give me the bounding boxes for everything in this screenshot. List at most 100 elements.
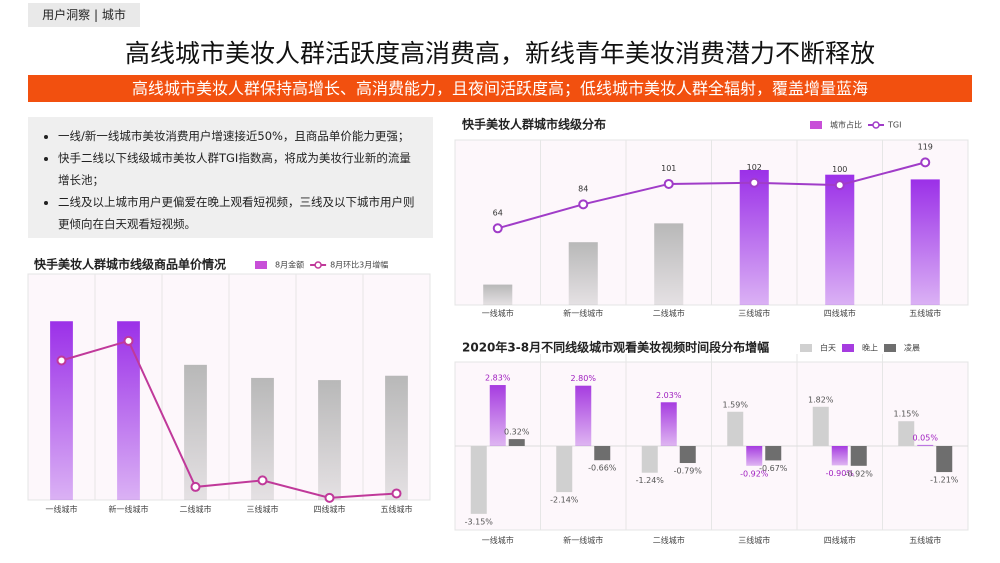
x-tick-label: 二线城市 bbox=[653, 535, 685, 545]
line-point bbox=[190, 481, 201, 492]
x-tick-label: 三线城市 bbox=[738, 308, 770, 318]
line-point bbox=[391, 488, 402, 499]
value-label: -2.14% bbox=[550, 496, 579, 505]
value-label: 100 bbox=[832, 165, 847, 174]
line-point bbox=[578, 199, 589, 210]
legend-swatch bbox=[810, 121, 822, 129]
bullet: 快手二线以下线级城市美妆人群TGI指数高，将成为美妆行业新的流量增长池； bbox=[58, 147, 421, 191]
x-tick-label: 新一线城市 bbox=[563, 535, 603, 545]
legend-label: 晚上 bbox=[862, 343, 878, 353]
bar bbox=[489, 385, 506, 446]
value-label: 2.80% bbox=[571, 374, 597, 383]
line bbox=[61, 339, 397, 499]
bar bbox=[470, 446, 487, 514]
bar bbox=[739, 169, 769, 305]
x-tick-label: 五线城市 bbox=[909, 308, 941, 318]
line-point bbox=[324, 492, 335, 503]
page-title: 高线城市美妆人群活跃度高消费高，新线青年美妆消费潜力不断释放 bbox=[124, 39, 875, 68]
bar bbox=[917, 444, 934, 446]
bar bbox=[641, 446, 658, 473]
value-label: -0.92% bbox=[845, 469, 874, 478]
bar bbox=[117, 321, 140, 500]
bar bbox=[825, 174, 855, 305]
value-label: 2.83% bbox=[485, 374, 511, 383]
x-tick-label: 四线城市 bbox=[314, 504, 346, 514]
bar bbox=[594, 446, 611, 461]
legend-label: TGI bbox=[887, 121, 901, 130]
bar bbox=[936, 446, 953, 473]
value-label: 1.15% bbox=[894, 410, 920, 419]
bullet: 二线及以上城市用户更偏爱在晚上观看短视频，三线及以下城市用户则更倾向在白天观看短… bbox=[58, 191, 421, 235]
chart-title: 快手美妆人群城市线级分布 bbox=[462, 117, 606, 132]
bar bbox=[831, 446, 848, 466]
line-point bbox=[920, 157, 931, 168]
x-tick-label: 新一线城市 bbox=[109, 504, 149, 514]
chart-title: 2020年3-8月不同线级城市观看美妆视频时间段分布增幅 bbox=[462, 340, 769, 355]
bar bbox=[727, 411, 744, 446]
value-label: 0.32% bbox=[504, 428, 530, 437]
bar bbox=[575, 385, 592, 446]
value-label: 1.82% bbox=[808, 395, 834, 404]
value-label: 101 bbox=[661, 164, 676, 173]
bullet-list: 一线/新一线城市美妆消费用户增速接近50%，且商品单价能力更强； 快手二线以下线… bbox=[28, 117, 433, 238]
legend-swatch bbox=[255, 261, 267, 269]
value-label: 64 bbox=[493, 208, 503, 217]
value-label: 0.05% bbox=[913, 433, 939, 442]
line-point bbox=[663, 178, 674, 189]
line bbox=[497, 161, 926, 230]
bar bbox=[660, 402, 677, 446]
bar bbox=[385, 375, 408, 500]
value-label: -0.66% bbox=[588, 464, 617, 473]
legend-label: 凌晨 bbox=[904, 343, 920, 353]
value-label: -0.90% bbox=[826, 469, 855, 478]
x-tick-label: 四线城市 bbox=[824, 308, 856, 318]
line-point bbox=[749, 177, 760, 188]
line-point bbox=[123, 335, 134, 346]
bar bbox=[812, 406, 829, 446]
x-tick-label: 一线城市 bbox=[482, 308, 514, 318]
x-tick-label: 一线城市 bbox=[482, 535, 514, 545]
legend-dot bbox=[872, 121, 880, 129]
bar bbox=[765, 446, 782, 461]
line-point bbox=[257, 475, 268, 486]
legend-swatch bbox=[800, 344, 812, 352]
banner: 高线城市美妆人群保持高增长、高消费能力，且夜间活跃度高；低线城市美妆人群全辐射，… bbox=[28, 75, 972, 102]
section-tag: 用户洞察 | 城市 bbox=[28, 3, 140, 27]
value-label: 102 bbox=[747, 163, 762, 172]
x-tick-label: 五线城市 bbox=[909, 535, 941, 545]
line-point bbox=[56, 355, 67, 366]
value-label: -1.24% bbox=[636, 476, 665, 485]
bar bbox=[251, 377, 274, 500]
bar bbox=[184, 364, 207, 500]
bar bbox=[568, 242, 598, 305]
legend-swatch bbox=[884, 344, 896, 352]
bar bbox=[318, 380, 341, 500]
value-label: -3.15% bbox=[465, 517, 494, 526]
chart-title: 快手美妆人群城市线级商品单价情况 bbox=[34, 257, 226, 272]
x-tick-label: 新一线城市 bbox=[563, 308, 603, 318]
legend-label: 8月环比3月增幅 bbox=[330, 260, 388, 270]
legend-label: 白天 bbox=[820, 343, 836, 353]
x-tick-label: 二线城市 bbox=[653, 308, 685, 318]
bar bbox=[850, 446, 867, 466]
value-label: -0.92% bbox=[740, 469, 769, 478]
x-tick-label: 五线城市 bbox=[381, 504, 413, 514]
bar bbox=[483, 284, 513, 305]
value-label: 84 bbox=[578, 184, 588, 193]
x-tick-label: 一线城市 bbox=[46, 504, 78, 514]
value-label: -1.21% bbox=[930, 476, 959, 485]
value-label: -0.79% bbox=[674, 467, 703, 476]
bar bbox=[654, 223, 684, 305]
line-point bbox=[492, 223, 503, 234]
bar bbox=[679, 446, 696, 464]
bar bbox=[50, 321, 73, 500]
line-point bbox=[834, 180, 845, 191]
bar bbox=[556, 446, 573, 493]
bar bbox=[746, 446, 763, 466]
value-label: 119 bbox=[918, 142, 933, 151]
x-tick-label: 四线城市 bbox=[824, 535, 856, 545]
x-tick-label: 二线城市 bbox=[180, 504, 212, 514]
x-tick-label: 三线城市 bbox=[738, 535, 770, 545]
